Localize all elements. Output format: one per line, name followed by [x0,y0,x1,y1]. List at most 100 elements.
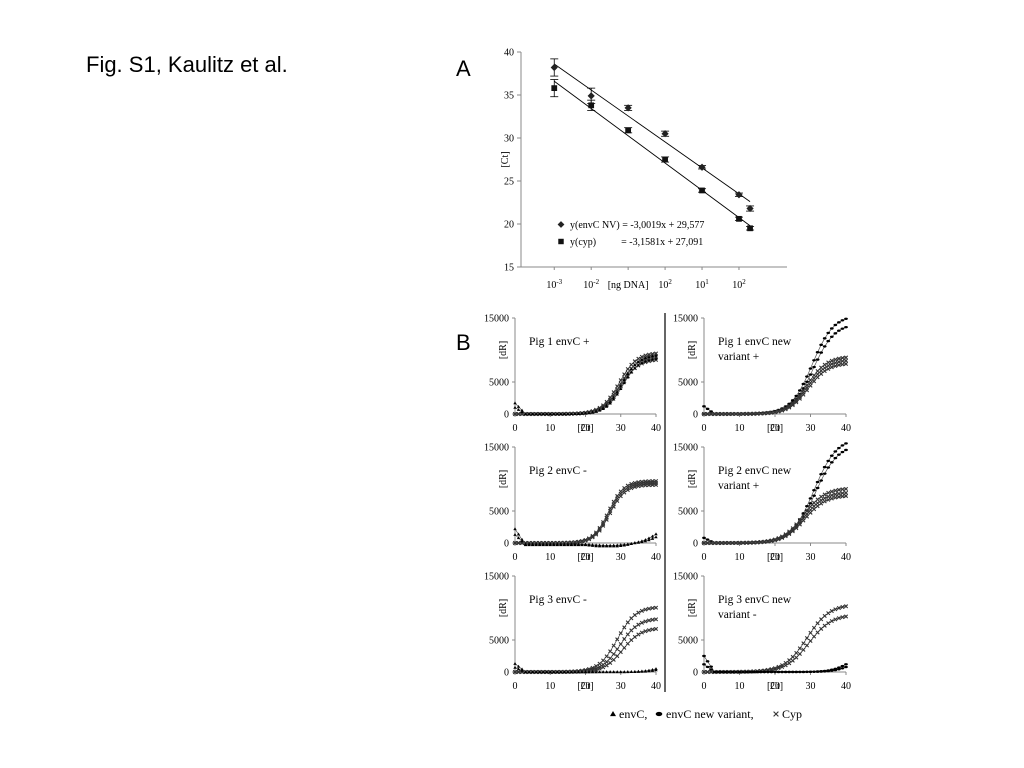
curve-point-cyp [636,484,641,489]
curve-point-envc_nv [826,339,831,343]
curve-point-cyp [829,365,834,370]
curve-point-envc_nv [709,410,713,413]
curve-point-envc [534,542,538,546]
panel-a-point-series-1 [698,163,706,171]
panel-a-legend-text-2: y(cyp) = -3,1581x + 27,091 [570,237,703,248]
subplot-x-tick-label: 10 [545,423,555,434]
curve-point-cyp [840,615,845,620]
subplot-y-tick-label: 15000 [673,572,698,583]
curve-point-envc_nv [829,327,834,330]
curve-point-envc [601,407,605,411]
subplot-y-label: [dR] [687,470,698,488]
curve-point-cyp [822,496,827,501]
curve-point-envc_nv [783,670,788,674]
curve-point-cyp [586,537,592,542]
curve-point-cyp [646,628,652,633]
curve-point-envc [559,542,563,546]
curve-point-cyp [815,504,820,509]
curve-point-cyp [748,540,753,545]
curve-point-cyp [833,495,838,500]
curve-point-cyp [611,643,616,648]
curve-point-envc [619,543,623,547]
curve-point-envc [516,408,521,411]
curve-point-envc [523,412,528,416]
curve-point-cyp [826,360,831,365]
panel-b-legend: envC, envC new variant, Cyp [610,707,802,721]
curve-point-envc [562,542,567,546]
panel-a-label: A [456,56,471,81]
panel-a-y-tick-label: 35 [504,91,514,102]
curve-point-cyp [790,401,795,407]
curve-point-envc [643,359,648,363]
subplot-title: Pig 2 envC - [529,465,587,477]
curve-point-envc_nv [737,670,742,674]
curve-point-cyp [615,498,620,504]
curve-point-envc_nv [826,669,831,673]
curve-point-cyp [769,538,774,544]
curve-point-cyp [794,526,799,531]
panel-a-x-tick-label: 10-2 [583,278,599,291]
legend-cyp-text: Cyp [782,707,802,721]
curve-point-envc_nv [801,382,806,386]
panel-a-x-tick-label: 101 [695,278,709,291]
curve-point-cyp [705,669,710,675]
curve-point-envc [523,542,528,546]
curve-point-cyp [843,486,849,492]
curve-point-envc [541,412,545,416]
curve-point-envc_nv [840,444,845,447]
panel-a-x-tick-label: 102 [658,278,672,291]
subplot-y-tick-label: 5000 [489,378,509,389]
curve-point-envc_nv [829,461,834,464]
curve-point-envc [516,667,521,671]
curve-point-cyp [597,527,602,532]
curve-point-cyp [815,630,820,635]
curve-point-envc [590,670,595,674]
subplot-y-label: [dR] [687,599,698,617]
curve-point-cyp [794,650,799,655]
curve-point-envc [520,410,524,414]
curve-point-cyp [629,486,634,491]
curve-point-envc [643,539,648,543]
amplification-curve-cyp [704,616,847,673]
curve-point-cyp [762,539,767,545]
subplot-x-tick-label: 40 [841,681,851,692]
curve-point-cyp [840,355,845,361]
curve-point-cyp [751,540,756,545]
legend-cyp-marker [773,711,779,717]
subplot-x-tick-label: 40 [841,423,851,434]
curve-point-cyp [751,411,756,416]
curve-point-cyp [826,494,831,499]
curve-point-envc [513,405,517,409]
curve-point-envc_nv [826,466,831,469]
curve-point-envc_nv [805,504,809,508]
curve-point-cyp [787,661,792,666]
curve-point-cyp [740,540,746,545]
curve-point-envc [555,670,559,674]
curve-point-envc [513,665,517,669]
curve-point-cyp [815,497,820,502]
curve-point-envc [583,670,588,674]
curve-point-cyp [769,667,774,673]
curve-point-cyp [719,411,724,417]
curve-point-envc [527,542,531,546]
curve-point-envc [608,543,612,547]
curve-point-cyp [829,358,834,363]
curve-point-cyp [833,360,838,365]
curve-point-envc [629,541,634,545]
curve-point-cyp [815,375,820,380]
curve-point-cyp [772,667,778,672]
curve-point-envc_nv [815,670,820,673]
curve-point-cyp [776,409,781,414]
curve-point-envc [548,670,552,674]
curve-point-envc [534,670,538,674]
curve-point-cyp [639,354,644,359]
curve-point-envc [615,670,619,674]
subplot-y-label: [dR] [687,341,698,359]
curve-point-envc_nv [734,670,738,674]
panel-b-label: B [456,330,471,355]
curve-point-envc [640,357,644,361]
subplot-x-tick-label: 20 [770,423,780,434]
panel-a-y-tick-label: 25 [504,177,514,188]
subplot-title: Pig 3 envC new variant - [718,594,792,621]
